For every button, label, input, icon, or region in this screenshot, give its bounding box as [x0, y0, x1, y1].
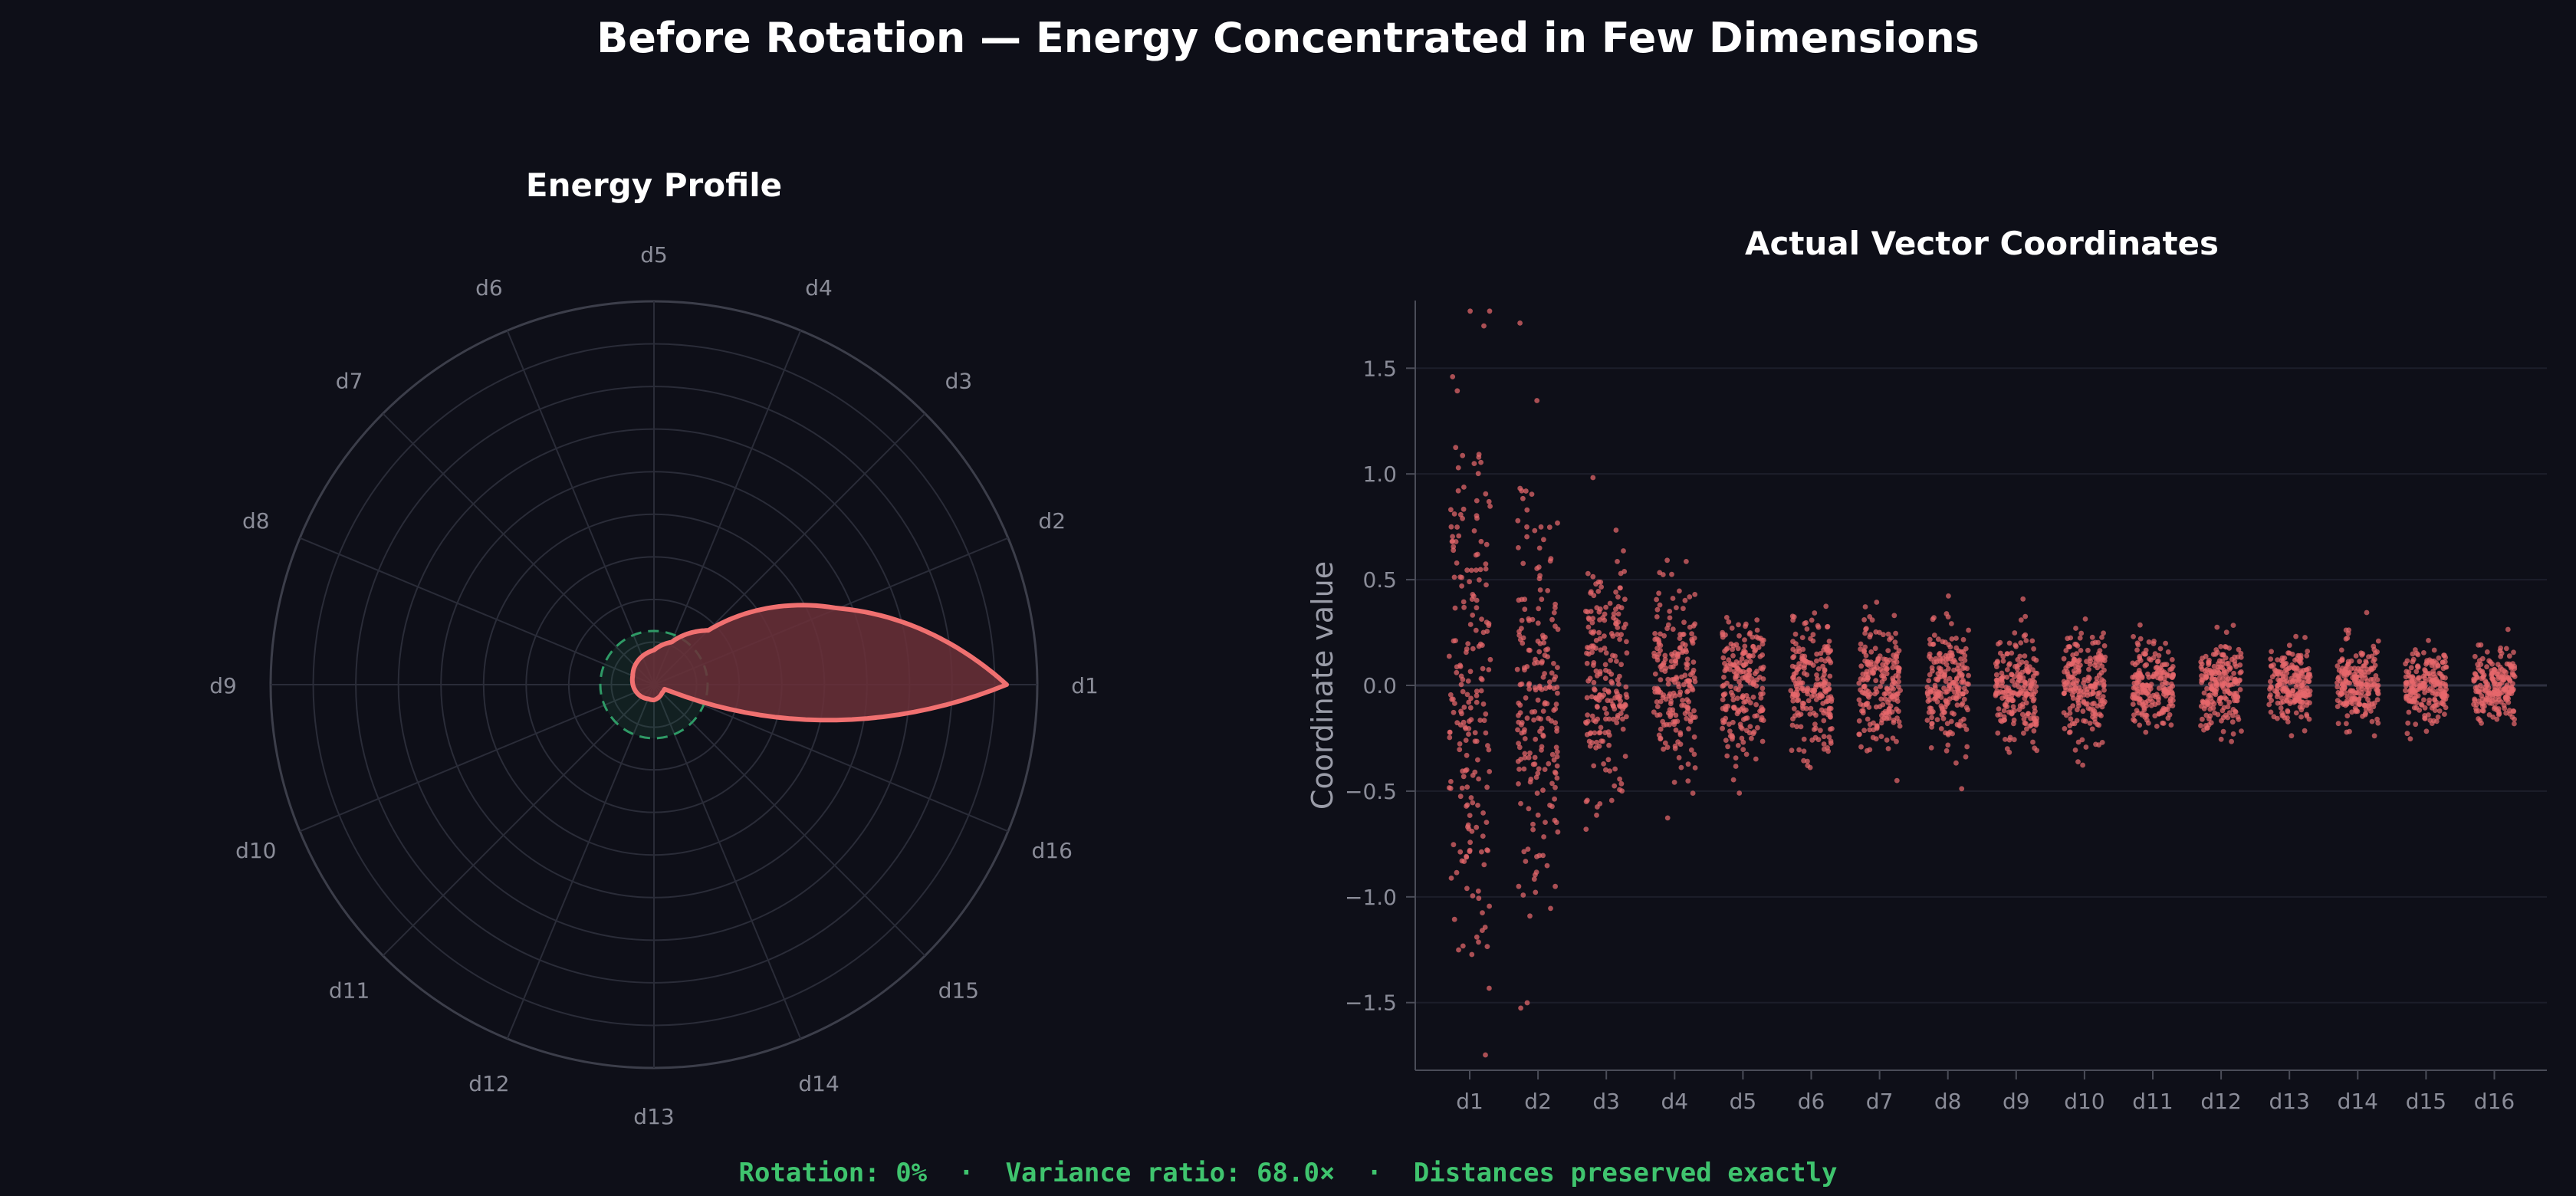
radar-axis-label-d4: d4	[805, 275, 833, 301]
radar-axis-label-d15: d15	[938, 978, 979, 1003]
radar-spoke	[506, 684, 655, 1040]
radar-axis-label-d9: d9	[209, 673, 237, 698]
footer-separator-1: ·	[958, 1158, 974, 1188]
radar-axis-label-d14: d14	[798, 1071, 839, 1096]
radar-spoke	[653, 684, 926, 957]
radar-spoke	[299, 537, 655, 685]
radar-spoke	[382, 684, 655, 957]
variance-ratio-status: Variance ratio: 68.0×	[1005, 1158, 1336, 1188]
rotation-status: Rotation: 0%	[738, 1158, 928, 1188]
radar-axis-label-d13: d13	[633, 1104, 674, 1129]
radar-axis-label-d7: d7	[336, 369, 363, 394]
radar-spoke	[653, 684, 802, 1040]
radar-spoke	[382, 412, 655, 685]
figure-title: Before Rotation — Energy Concentrated in…	[596, 14, 1980, 62]
distances-status: Distances preserved exactly	[1413, 1158, 1838, 1188]
radar-axis-labels: d1 d2 d3 d4 d5 d6 d7 d8 d9 d10 d11 d12 d13 d14 d15 d16	[209, 242, 1099, 1129]
radar-axis-label-d6: d6	[475, 275, 503, 301]
radar-title: Energy Profile	[526, 166, 782, 204]
radar-energy-polygon	[629, 603, 1009, 723]
radar-axis-label-d8: d8	[242, 508, 270, 534]
radar-axis-label-d2: d2	[1038, 508, 1066, 534]
radar-axis-label-d1: d1	[1071, 673, 1099, 698]
radar-axis-label-d11: d11	[329, 978, 370, 1003]
radar-axis-label-d10: d10	[235, 838, 276, 863]
radar-series	[599, 603, 1009, 740]
status-footer: Rotation: 0% · Variance ratio: 68.0× · D…	[0, 1158, 2576, 1188]
radar-spoke	[653, 330, 802, 685]
radar-spoke	[506, 330, 655, 685]
radar-spoke	[299, 684, 655, 833]
radar-axis-label-d12: d12	[468, 1071, 509, 1096]
radar-axis-label-d16: d16	[1032, 838, 1073, 863]
radar-axis-label-d5: d5	[640, 242, 668, 268]
radar-axis-label-d3: d3	[945, 369, 973, 394]
footer-separator-2: ·	[1366, 1158, 1382, 1188]
radar-spoke	[653, 684, 1009, 833]
